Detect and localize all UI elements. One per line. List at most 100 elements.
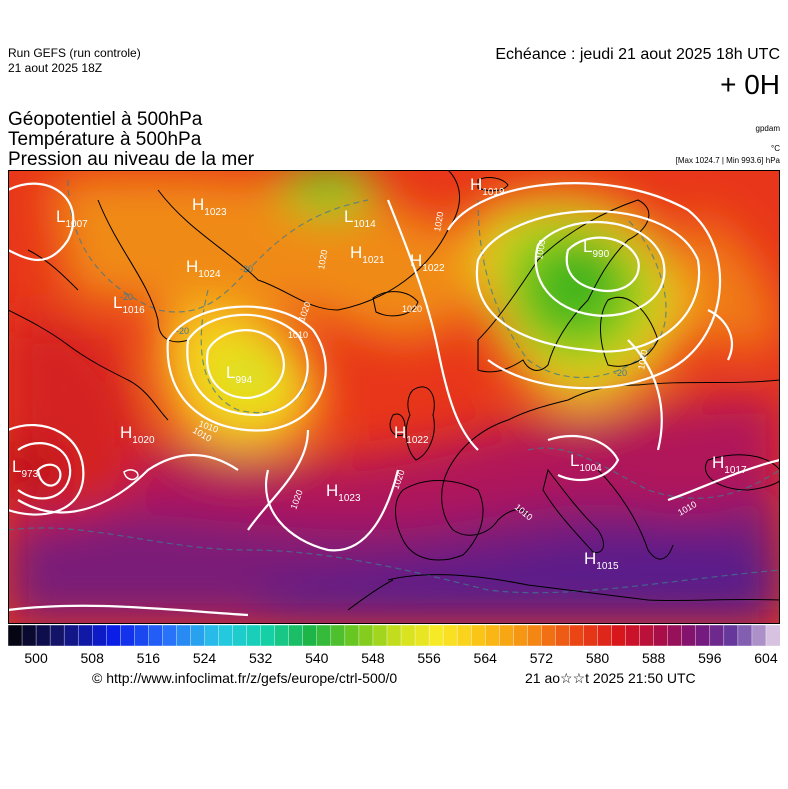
- colorbar-swatch: [134, 625, 150, 646]
- colorbar-tick-label: 556: [417, 650, 441, 666]
- colorbar-swatch: [246, 625, 262, 646]
- unit-gpdam: gpdam: [755, 124, 780, 133]
- pressure-center-l: L973: [12, 457, 39, 480]
- isotherm-label: -20: [120, 292, 133, 302]
- colorbar-swatch: [737, 625, 753, 646]
- colorbar-tick-label: 580: [585, 650, 610, 666]
- pressure-center-l: L1007: [56, 207, 88, 230]
- forecast-valid-time: Echéance : jeudi 21 aout 2025 18h UTC: [495, 46, 780, 63]
- colorbar-tick-label: 524: [192, 650, 217, 666]
- colorbar-swatch: [260, 625, 276, 646]
- colorbar-swatch: [625, 625, 641, 646]
- colorbar-swatch: [274, 625, 290, 646]
- colorbar-swatch: [21, 625, 37, 646]
- colorbar-swatch: [77, 625, 93, 646]
- isotherm-labels: -20 -20 -20 -20: [120, 264, 627, 378]
- geopotential-field: L1007 H1023 H1024 L1016 L1014 H1021 H1022 H1019…: [8, 170, 780, 624]
- pressure-center-h: H1023: [326, 481, 361, 504]
- colorbar-swatch: [695, 625, 711, 646]
- isobar-label: 1000: [534, 239, 547, 260]
- colorbar-swatch: [765, 625, 780, 646]
- map-title-geopotential: Géopotentiel à 500hPa: [8, 109, 203, 130]
- isotherm-label: -20: [614, 368, 627, 378]
- colorbar-tick-label: 532: [248, 650, 273, 666]
- colorbar-swatch: [204, 625, 220, 646]
- colorbar-swatch: [597, 625, 613, 646]
- colorbar-swatch: [63, 625, 79, 646]
- colorbar-swatch: [485, 625, 500, 646]
- colorbar-swatch: [386, 625, 402, 646]
- colorbar-tick-label: 508: [80, 650, 104, 666]
- colorbar-swatch: [148, 625, 164, 646]
- colorbar-swatch: [106, 625, 121, 646]
- colorbar-tick-label: 572: [529, 650, 554, 666]
- pressure-center-h: H1023: [192, 195, 227, 218]
- colorbar-tick-label: 500: [24, 650, 48, 666]
- colorbar-swatch: [49, 625, 65, 646]
- isobar-lines: [8, 182, 780, 617]
- colorbar-swatch: [723, 625, 739, 646]
- isobar-label: 1020: [402, 304, 422, 314]
- run-date: 21 aout 2025 18Z: [8, 61, 103, 75]
- colorbar-swatch: [555, 625, 571, 646]
- pressure-center-h: H1024: [186, 257, 221, 280]
- colorbar-tick-label: 596: [698, 650, 722, 666]
- credit-url[interactable]: © http://www.infoclimat.fr/z/gefs/europe…: [92, 670, 398, 686]
- pressure-range: [Max 1024.7 | Min 993.6] hPa: [675, 156, 780, 165]
- colorbar-swatch: [288, 625, 304, 646]
- colorbar-swatch: [583, 625, 599, 646]
- pressure-center-h: H1022: [394, 423, 429, 446]
- colorbar-swatch: [190, 625, 206, 646]
- isotherm-label: -20: [240, 264, 253, 274]
- map-title-pressure: Pression au niveau de la mer: [8, 149, 255, 170]
- pressure-center-h: H1022: [410, 251, 445, 274]
- colorbar-swatch: [316, 625, 332, 646]
- colorbar-swatch: [344, 625, 360, 646]
- pressure-center-l: L1016: [113, 293, 145, 316]
- colorbar-swatch: [681, 625, 697, 646]
- weather-map: L1007 H1023 H1024 L1016 L1014 H1021 H1022 H1019…: [8, 170, 780, 624]
- colorbar-swatch: [372, 625, 388, 646]
- colorbar-swatch: [527, 625, 543, 646]
- isobar-label: 1020: [432, 211, 445, 232]
- map-frame: [8, 170, 780, 624]
- isobar-label: 1020: [316, 249, 329, 270]
- colorbar-swatch: [358, 625, 374, 646]
- pressure-center-l: L1004: [570, 451, 602, 474]
- colorbar-swatch: [569, 625, 585, 646]
- colorbar-swatch: [442, 625, 458, 646]
- colorbar-swatch: [414, 625, 430, 646]
- colorbar-swatch: [400, 625, 416, 646]
- coastlines: [8, 170, 780, 611]
- colorbar-tick-label: 516: [136, 650, 161, 666]
- colorbar-swatch: [709, 625, 725, 646]
- colorbar-tick-label: 564: [473, 650, 497, 666]
- generated-time: 21 ao☆☆t 2025 21:50 UTC: [525, 670, 696, 686]
- colorbar-swatch: [639, 625, 655, 646]
- pressure-center-h: H1015: [584, 549, 619, 572]
- colorbar-swatch: [499, 625, 515, 646]
- colorbar-swatch: [611, 625, 627, 646]
- colorbar-swatch: [428, 625, 444, 646]
- pressure-center-l: L990: [583, 237, 610, 260]
- colorbar-swatch: [232, 625, 248, 646]
- run-title: Run GEFS (run controle): [8, 46, 141, 60]
- pressure-center-h: H1021: [350, 243, 385, 266]
- colorbar-swatch: [8, 625, 23, 646]
- pressure-center-l: L1014: [344, 207, 376, 230]
- pressure-center-h: H1020: [120, 423, 155, 446]
- colorbar-swatch: [330, 625, 346, 646]
- isobar-label: 1010: [288, 330, 308, 340]
- colorbar-tick-label: 548: [361, 650, 385, 666]
- colorbar-swatch: [176, 625, 192, 646]
- colorbar-swatch: [653, 625, 669, 646]
- colorbar-swatch: [120, 625, 136, 646]
- pressure-centers: L1007 H1023 H1024 L1016 L1014 H1021 H1022 H1019…: [12, 175, 747, 572]
- colorbar-swatch: [513, 625, 529, 646]
- forecast-offset: + 0H: [720, 69, 780, 100]
- isobar-label: 1010: [636, 349, 649, 370]
- colorbar: [8, 625, 780, 646]
- isotherm-label: -20: [176, 326, 189, 336]
- colorbar-swatch: [218, 625, 234, 646]
- colorbar-swatch: [456, 625, 472, 646]
